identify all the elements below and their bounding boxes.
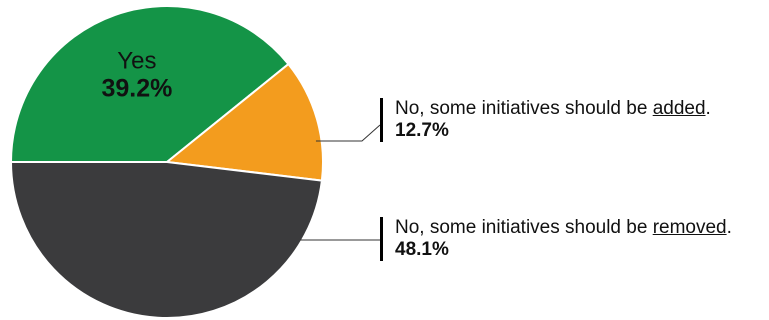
slice-label-yes: Yes [117,48,156,75]
slice-value-yes: 39.2% [101,75,172,103]
callout-added-value: 12.7% [395,120,449,141]
pie-slice-1 [164,62,324,182]
pie-slice-0 [9,5,290,163]
callout-added-emphasis: added [652,98,706,119]
pie-slice-2 [9,161,324,319]
callout-removed: No, some initiatives should be removed. … [380,217,732,261]
callout-removed-emphasis: removed [652,217,727,238]
leader-line-added [315,124,381,142]
callout-added-label: No, some initiatives should be added. [395,98,711,119]
callout-removed-label: No, some initiatives should be removed. [395,217,732,238]
callout-removed-value: 48.1% [395,239,449,260]
callout-added: No, some initiatives should be added. 12… [380,98,711,142]
